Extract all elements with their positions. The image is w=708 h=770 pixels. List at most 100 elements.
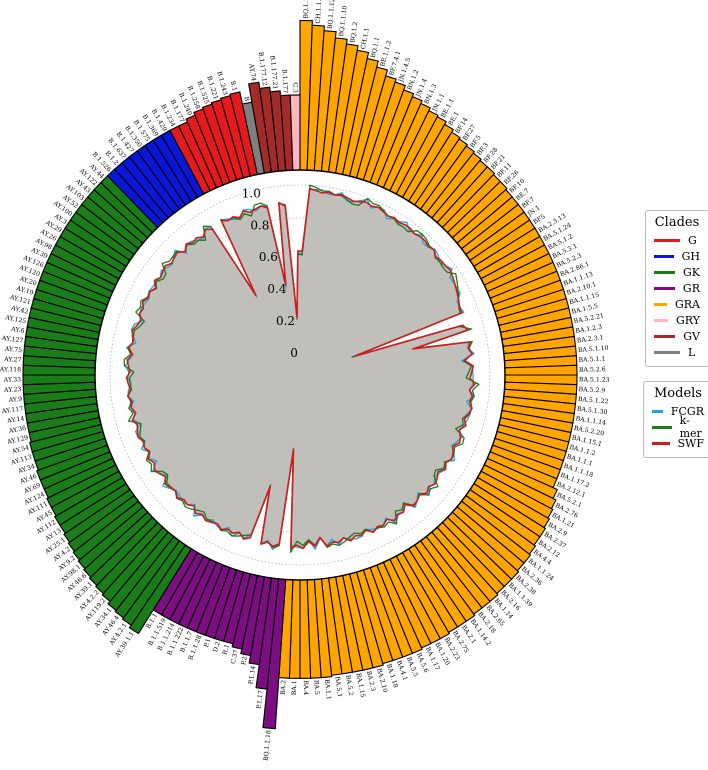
lineage-label: BA.5.1.23 [579, 376, 610, 384]
lineage-label: BA.5.1.10 [578, 345, 609, 355]
lineage-label: P.1.14 [248, 665, 258, 685]
clade-legend-item: GK [654, 264, 700, 280]
lineage-label: BA.5.2.6 [579, 366, 606, 373]
grid-circle [109, 184, 491, 566]
radial-tick-labels: 0 0.2 0.4 0.6 0.8 1.0 [242, 186, 298, 359]
legend-label: L [688, 345, 696, 359]
swf-score-area [126, 188, 475, 549]
lineage-label: P.1.17 [256, 690, 265, 709]
legend-label: k-mer [679, 414, 702, 440]
k-mer-score-line [123, 184, 480, 553]
lineage-label: BA.1.15 [355, 673, 367, 699]
radial-tick-label: 0.6 [259, 250, 278, 264]
lineage-label: AY.36 [7, 425, 26, 435]
score-area [126, 188, 475, 549]
model-legend-item: SWF [652, 435, 704, 451]
lineage-label: AY.9 [7, 396, 22, 404]
lineage-label: AY.125 [4, 314, 27, 325]
legend-swatch [654, 238, 680, 242]
legend-swatch [654, 254, 674, 258]
lineage-label: AY.74 [247, 62, 257, 81]
lineage-label: CH.1.1 [360, 27, 371, 50]
model-legend-item: FCGR [652, 403, 704, 419]
lineage-label: AY.6 [10, 326, 25, 335]
lineage-label: BA.5.1.1 [578, 356, 605, 364]
radial-tick-label: 0.2 [276, 314, 295, 328]
lineage-label: B.1 [229, 80, 238, 92]
lineage-label: AY.129 [6, 434, 29, 446]
clade-legend-item: GRA [654, 296, 700, 312]
clade-legend-item: G [654, 232, 700, 248]
lineage-label: B.1.177 [280, 69, 288, 94]
lineage-label: BQ.1.1.3 [303, 0, 310, 19]
legend-label: FCGR [670, 404, 704, 418]
legend-swatch [654, 350, 680, 354]
lineage-label: BA.2.3 [365, 670, 377, 692]
models-legend-title: Models [654, 386, 702, 401]
lineage-label: BA.2 [280, 680, 288, 695]
lineage-label: AY.117 [1, 406, 24, 416]
lineage-label: CH.1.1.4 [315, 0, 323, 24]
legend-swatch [654, 286, 675, 290]
lineage-label: BQ.1.1 [370, 36, 382, 58]
separator-ring [99, 174, 501, 576]
legend-label: GR [682, 281, 700, 295]
lineage-label: AY.33 [3, 376, 22, 383]
legend-swatch [654, 334, 676, 338]
lineage-label: BQ.1.1.10 [338, 5, 349, 37]
lineage-label: AY.27 [3, 356, 22, 364]
lineage-label: P.1 [203, 638, 213, 649]
clade-legend-item: GR [654, 280, 700, 296]
lineage-label: BA.2.10 [375, 668, 388, 694]
lineage-label: C.37 [230, 649, 240, 665]
lineage-label: BQ.1.1.18 [263, 730, 273, 762]
radial-tick-label: 1.0 [242, 186, 261, 200]
lineage-label: BQ.1.2 [349, 21, 359, 43]
lineage-label: BA.5.1 [334, 676, 343, 698]
clades-legend-title: Clades [654, 215, 700, 230]
lineage-label: BA.1.2.3 [575, 324, 603, 335]
lineage-label: BA.1 [291, 680, 298, 695]
legend-label: SWF [677, 436, 704, 450]
lineage-label: AY.118 [0, 366, 21, 373]
lineage-label: D.2 [212, 641, 222, 653]
legend-swatch [652, 441, 670, 445]
model-legend-item: k-mer [652, 414, 704, 440]
legend-swatch [652, 409, 663, 413]
lineage-label: C.3 [291, 82, 298, 93]
legend-label: GRY [676, 313, 700, 327]
models-legend: Models FCGR k-mer SWF [643, 381, 708, 458]
fcgr-score-line [124, 188, 475, 550]
lineage-label: AY.127 [1, 335, 24, 345]
lineage-label: BA.2.3.1 [576, 334, 603, 344]
lineage-label: BA.5 [312, 680, 320, 695]
lineage-label: AY.14 [6, 415, 25, 425]
lineage-label: AY.42 [9, 305, 29, 316]
clade-legend-item: GH [654, 248, 700, 264]
legend-label: GRA [674, 297, 700, 311]
radial-tick-label: 0.4 [267, 282, 286, 296]
lineage-label: BA.5.2 [344, 675, 354, 697]
legend-label: GH [681, 249, 700, 263]
lineage-label: P.2 [240, 656, 249, 666]
lineage-label: BQ.1.1.12 [327, 0, 337, 29]
clade-legend-item: GV [654, 328, 700, 344]
model-lines [123, 184, 480, 553]
lineage-label: AY.23 [3, 386, 22, 394]
legend-swatch [654, 302, 667, 306]
lineage-label: BA.1.1 [323, 679, 332, 700]
lineage-label: B [242, 96, 250, 102]
radial-tick-label: 0.8 [250, 218, 269, 232]
lineage-label: AY.75 [3, 346, 22, 355]
lineage-label: B.1.177.12 [257, 52, 268, 87]
clade-bars [22, 19, 578, 730]
legend-label: G [688, 233, 697, 247]
legend-swatch [654, 270, 675, 274]
lineage-label: B.1.177.21 [269, 55, 279, 90]
clades-legend: Clades G GH GK GR GRA GRY GV L [645, 210, 708, 367]
lineage-label: R.1 [222, 644, 232, 656]
legend-swatch [654, 318, 668, 322]
lineage-label: BA.5.1.30 [576, 406, 607, 417]
